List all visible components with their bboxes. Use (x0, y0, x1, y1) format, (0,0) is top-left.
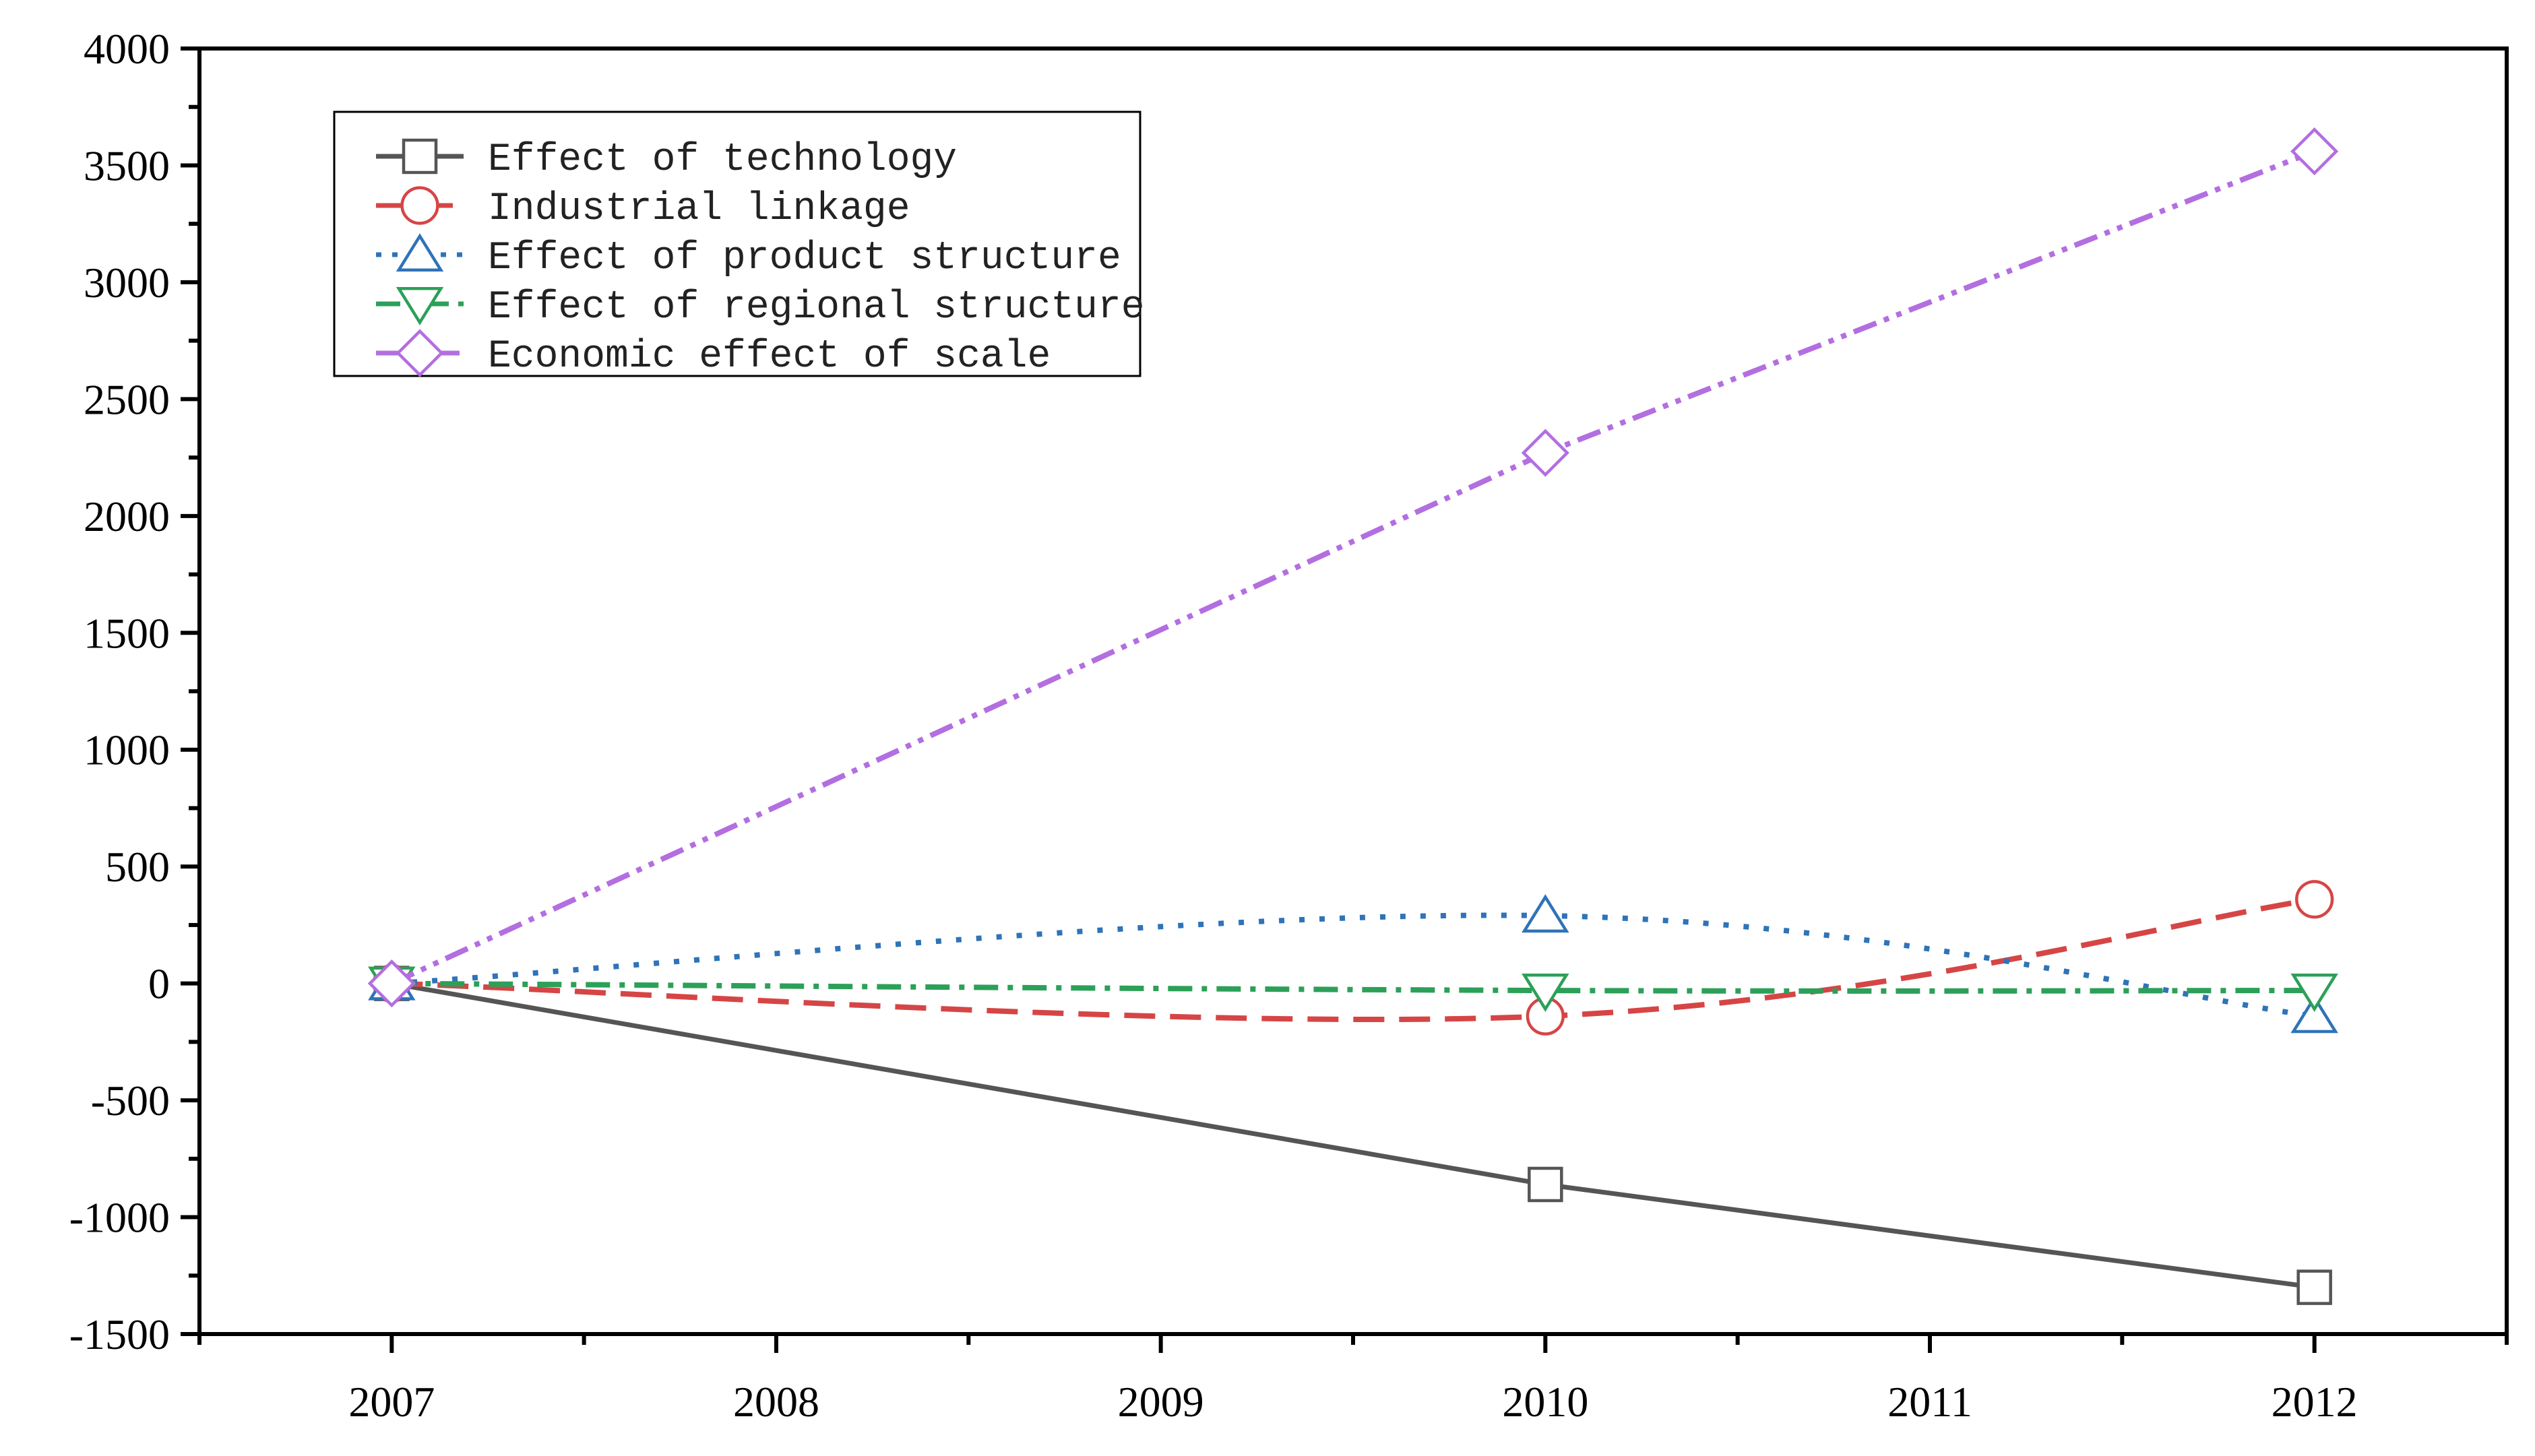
series-4 (367, 127, 2339, 1008)
y-tick-label: 500 (105, 843, 170, 891)
series-line (392, 896, 2315, 1023)
x-tick-label: 2007 (348, 1378, 435, 1426)
data-point (2290, 127, 2339, 176)
legend-label: Effect of product structure (488, 236, 1121, 280)
legend-item: Economic effect of scale (376, 329, 1051, 379)
legend-item: Effect of product structure (376, 233, 1121, 280)
legend-label: Industrial linkage (488, 187, 910, 231)
legend-marker (396, 233, 444, 272)
series-3 (368, 966, 2338, 1012)
x-tick-label: 2012 (2272, 1378, 2358, 1426)
legend-label: Effect of technology (488, 138, 957, 182)
legend: Effect of technology Industrial linkage Ef… (333, 110, 1145, 379)
y-tick-label: 1500 (84, 609, 170, 657)
y-tick-label: -1500 (69, 1310, 170, 1358)
legend-label: Effect of regional structure (488, 286, 1145, 329)
y-tick-label: -500 (91, 1077, 170, 1125)
series-line (391, 981, 2315, 1290)
y-tick-label: 2000 (84, 493, 170, 540)
legend-box (333, 110, 1141, 377)
series-0 (374, 966, 2332, 1305)
data-point (2295, 880, 2334, 919)
series-1 (372, 880, 2334, 1036)
y-tick-label: 4000 (84, 25, 170, 73)
data-point (1522, 894, 1569, 933)
legend-item: Effect of regional structure (376, 286, 1145, 329)
x-tick-label: 2009 (1118, 1378, 1204, 1426)
legend-marker (400, 186, 439, 225)
x-tick-label: 2010 (1502, 1378, 1588, 1426)
series-line (392, 980, 2315, 994)
legend-marker (396, 286, 444, 325)
series-layer (367, 127, 2339, 1305)
y-tick-label: 0 (148, 960, 170, 1008)
y-tick-label: 2500 (84, 375, 170, 423)
legend-item: Effect of technology (376, 138, 957, 182)
axes: -1500 -1000 -500 0 500 1000 1500 2000 2500 3000 35… (69, 25, 2509, 1426)
legend-marker (402, 138, 438, 175)
data-point (1522, 973, 1569, 1012)
x-tick-label: 2008 (733, 1378, 819, 1426)
x-tick-label: 2011 (1887, 1378, 1972, 1426)
series-line (392, 912, 2315, 1019)
data-point (1521, 429, 1569, 477)
y-tick-label: 3500 (84, 141, 170, 189)
y-tick-label: -1000 (69, 1194, 170, 1242)
data-point (2290, 973, 2338, 1012)
legend-marker (396, 329, 444, 377)
series-line (390, 148, 2316, 986)
data-point (1528, 1166, 1563, 1203)
series-2 (368, 894, 2338, 1034)
y-tick-label: 1000 (84, 726, 170, 774)
data-point (367, 959, 416, 1008)
data-point (2290, 994, 2338, 1034)
legend-label: Economic effect of scale (488, 335, 1051, 379)
legend-item: Industrial linkage (376, 186, 910, 231)
data-point (2296, 1269, 2332, 1305)
y-tick-label: 3000 (84, 259, 170, 307)
